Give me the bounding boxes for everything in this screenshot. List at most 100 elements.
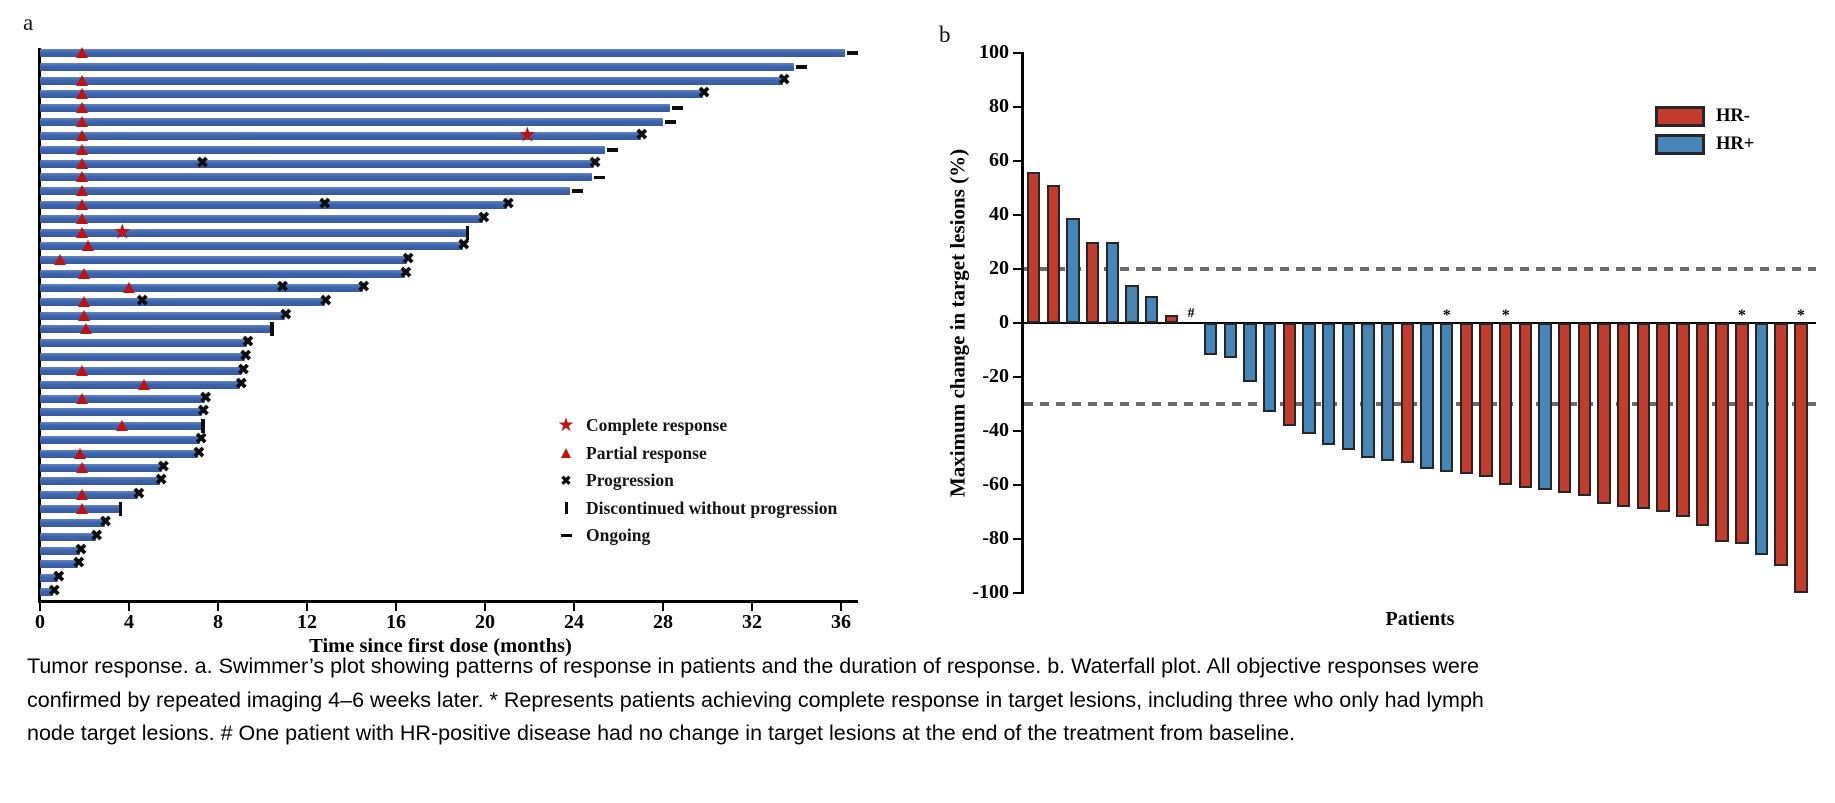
swimmer-x-tick-label: 4 [124,611,134,633]
ongoing-marker [607,147,619,152]
swimmer-bar [40,325,272,334]
partial-response-marker [75,129,88,141]
hr-positive-swatch-icon [1655,133,1705,155]
progression-marker: ✖ [697,85,711,102]
swimmer-bar [40,560,78,569]
partial-response-marker [78,268,90,280]
waterfall-bar [1695,323,1710,526]
waterfall-bar [1145,296,1159,323]
panel-b-label: b [939,22,951,47]
waterfall-bar [1558,323,1572,494]
progression-marker: ✖ [239,348,252,365]
legend-item-label: Progression [586,470,674,491]
progression-marker: ✖ [52,569,66,586]
ongoing-marker [671,106,683,111]
legend-item: Ongoing [553,522,837,550]
swimmer-x-tick-label: 0 [35,611,45,633]
discontinued-marker [466,225,470,240]
x-icon: ✖ [560,473,572,489]
ongoing-marker [847,51,859,55]
partial-response-marker [78,309,90,321]
waterfall-y-tick [1013,591,1022,595]
dash-icon [560,534,572,538]
swimmer-x-tick [750,602,754,611]
progression-marker: ✖ [192,445,206,462]
waterfall-bar [1046,185,1061,323]
waterfall-y-tick [1013,51,1022,55]
waterfall-legend: HR- HR+ [1655,102,1754,158]
reference-dashed-line [1024,267,1816,271]
swimmer-bar [40,449,198,458]
swimmer-bar [40,104,670,113]
swimmer-x-tick-label: 12 [297,611,317,633]
swimmer-bar [40,366,243,375]
progression-marker: ✖ [154,472,168,489]
progression-marker: ✖ [194,431,208,448]
waterfall-bar [1636,323,1651,510]
swimmer-x-tick-label: 36 [831,611,851,633]
discontinued-marker [119,502,123,517]
waterfall-y-tick-label: 20 [989,257,1009,279]
swimmer-bar [40,242,463,251]
complete-response-asterisk-annotation: * [1442,307,1451,324]
partial-response-marker [75,226,88,238]
partial-response-marker [75,503,88,515]
waterfall-bar [1302,323,1316,434]
star-icon: ★ [557,415,575,437]
swimmer-bar [40,270,405,279]
progression-marker: ✖ [74,542,88,559]
swimmer-bar [40,90,704,99]
swimmer-legend: ★ Complete response Partial response ✖ Progr… [553,412,837,550]
waterfall-plot: 100 80 60 40 20 0 -20 -40 -60 -80 -100 # * * * * [933,14,1833,656]
legend-item: Partial response [553,440,837,468]
waterfall-bar [1381,323,1395,461]
waterfall-bar [1164,314,1179,323]
waterfall-y-tick [1013,429,1022,433]
waterfall-bar [1479,323,1493,477]
waterfall-bar [1420,323,1434,469]
swimmer-bar [40,159,595,168]
hr-negative-swatch-icon [1655,105,1705,127]
partial-response-marker [75,199,88,211]
swimmer-bar [40,283,363,292]
progression-marker: ✖ [399,265,413,282]
waterfall-y-tick [1013,213,1022,217]
partial-response-marker [75,143,88,155]
progression-marker: ✖ [241,334,255,351]
waterfall-bar [1715,323,1729,542]
progression-marker: ✖ [319,293,333,310]
progression-marker: ✖ [199,390,212,406]
complete-response-marker: ★ [517,122,537,147]
legend-item: ✖ Progression [553,467,837,495]
legend-item: HR+ [1655,130,1754,158]
progression-marker: ✖ [777,72,791,89]
legend-item-label: HR+ [1716,133,1755,154]
waterfall-bar [1027,171,1041,323]
progression-marker: ✖ [157,459,170,476]
swimmer-bar [40,62,795,71]
swimmer-x-tick-label: 24 [564,611,584,633]
partial-response-marker [82,240,95,252]
waterfall-bar [1204,323,1218,356]
partial-response-marker [75,88,88,100]
waterfall-bar [1459,323,1474,475]
bar-icon [564,502,568,515]
legend-item: Discontinued without progression [553,495,837,523]
progression-marker: ✖ [132,486,146,503]
swimmer-bar [40,339,247,348]
swimmer-bar [40,228,468,237]
discontinued-marker [201,419,205,434]
swimmer-x-tick-label: 8 [213,611,223,633]
partial-response-marker [75,102,88,114]
waterfall-bar [1086,242,1100,323]
legend-item: ★ Complete response [553,412,837,440]
waterfall-y-tick [1013,159,1022,163]
waterfall-bar [1754,323,1769,556]
swimmer-bar [40,587,54,596]
swimmer-bar [40,311,285,320]
complete-response-asterisk-annotation: * [1501,307,1510,324]
partial-response-marker [115,420,128,432]
partial-response-marker [75,212,88,224]
waterfall-bar [1361,323,1375,458]
swimmer-bar [40,463,163,472]
